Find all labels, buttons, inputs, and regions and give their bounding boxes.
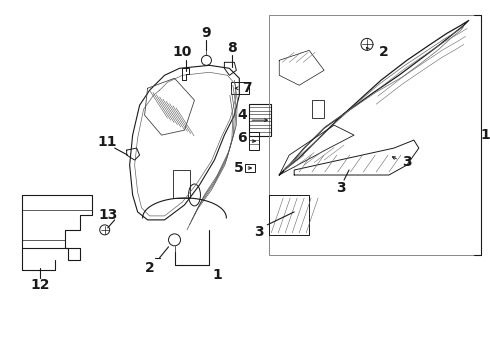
Text: 6: 6 — [238, 131, 247, 145]
Text: 2: 2 — [379, 45, 389, 59]
Bar — [312, 100, 324, 118]
Text: 3: 3 — [254, 225, 264, 239]
Text: 3: 3 — [402, 155, 412, 169]
Bar — [245, 164, 255, 172]
Bar — [249, 104, 271, 136]
Text: 4: 4 — [238, 108, 247, 122]
Text: 10: 10 — [173, 45, 192, 59]
Text: 9: 9 — [201, 26, 211, 40]
Text: 13: 13 — [98, 208, 118, 222]
Text: 1: 1 — [213, 268, 222, 282]
Bar — [270, 15, 481, 255]
Bar — [249, 132, 259, 150]
Text: 11: 11 — [97, 135, 117, 149]
Bar — [231, 82, 249, 94]
Text: 5: 5 — [233, 161, 243, 175]
Text: 2: 2 — [145, 261, 154, 275]
Bar — [172, 170, 191, 198]
Text: 1: 1 — [481, 128, 490, 142]
Text: 8: 8 — [227, 41, 237, 55]
Text: 3: 3 — [336, 181, 346, 195]
Text: 12: 12 — [30, 278, 49, 292]
Text: 7: 7 — [243, 81, 252, 95]
